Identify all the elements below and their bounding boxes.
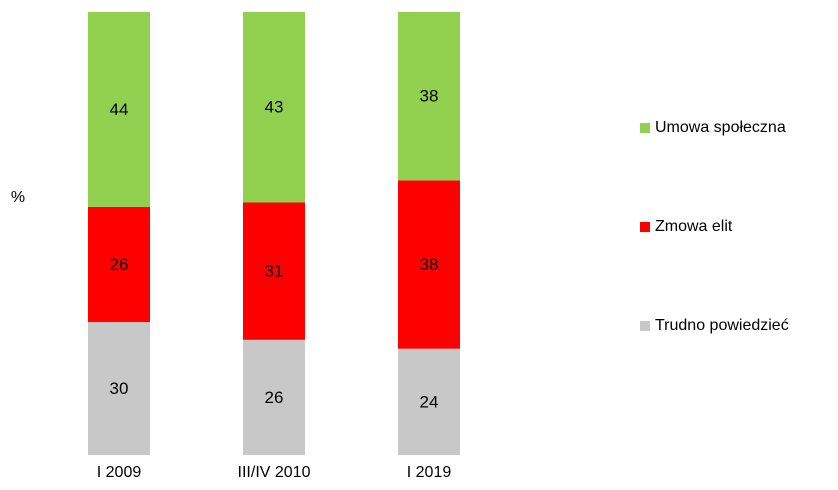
bar-segment [398, 12, 460, 181]
x-tick-label: III/IV 2010 [238, 464, 311, 481]
bar-segment [398, 348, 460, 455]
legend-label: Trudno powiedzieć [655, 317, 789, 334]
data-label: 43 [265, 98, 284, 117]
data-label: 26 [265, 388, 284, 407]
data-label: 38 [420, 87, 439, 106]
data-label: 44 [110, 100, 129, 119]
bar-segment [88, 322, 150, 455]
legend-swatch [640, 321, 650, 331]
y-axis-label: % [11, 189, 25, 206]
bar-segment [398, 180, 460, 349]
data-label: 24 [420, 392, 439, 411]
bar-segment [243, 202, 305, 340]
bar-segment [88, 206, 150, 323]
data-label: 26 [110, 255, 129, 274]
legend-swatch [640, 222, 650, 232]
bar-segment [243, 339, 305, 455]
bar-segment [243, 12, 305, 203]
data-label: 31 [265, 262, 284, 281]
legend-label: Zmowa elit [655, 218, 733, 235]
data-label: 30 [110, 379, 129, 398]
legend-swatch [640, 123, 650, 133]
x-tick-label: I 2009 [97, 464, 142, 481]
x-tick-label: I 2019 [407, 464, 452, 481]
bar-segment [88, 12, 150, 207]
data-label: 38 [420, 255, 439, 274]
legend-label: Umowa społeczna [655, 119, 786, 136]
